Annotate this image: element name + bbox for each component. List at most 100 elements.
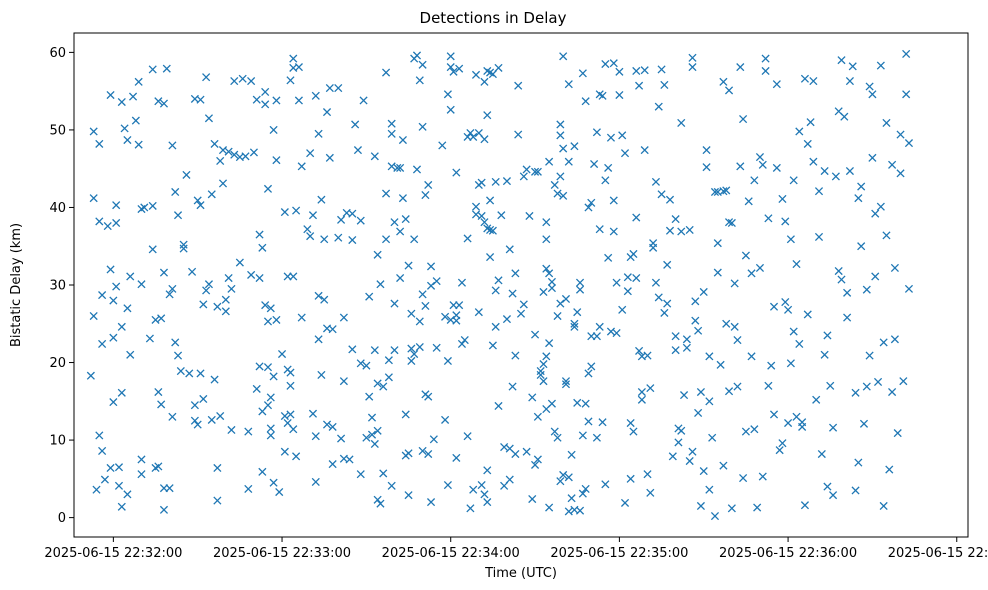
data-point (306, 149, 315, 158)
data-point (339, 377, 348, 386)
data-point (477, 178, 486, 187)
data-point (457, 339, 467, 348)
data-point (564, 473, 573, 482)
data-point (396, 273, 405, 283)
x-tick-label: 2025-06-15 22:34:00 (382, 546, 520, 561)
data-point (196, 369, 205, 378)
data-point (694, 408, 703, 417)
data-point (826, 381, 835, 390)
data-point (297, 162, 306, 171)
data-point (696, 501, 705, 511)
data-point (739, 115, 748, 124)
data-point (772, 163, 781, 172)
data-point (131, 116, 140, 125)
data-point (851, 388, 860, 397)
data-point (649, 239, 658, 248)
data-point (415, 317, 424, 326)
data-point (781, 217, 790, 226)
data-point (109, 333, 118, 342)
data-point (213, 496, 222, 505)
data-point (188, 267, 197, 276)
data-point (154, 462, 163, 471)
data-point (542, 235, 551, 244)
data-point (519, 300, 528, 309)
data-point (280, 208, 289, 217)
data-point (207, 415, 216, 424)
data-point (98, 291, 107, 300)
data-point (289, 272, 298, 281)
data-point (491, 177, 500, 186)
data-point (828, 423, 838, 432)
data-point (705, 397, 714, 406)
data-point (367, 430, 377, 439)
data-point (348, 345, 357, 354)
data-point (545, 339, 554, 348)
data-point (567, 494, 576, 503)
data-point (553, 311, 562, 321)
data-point (137, 280, 146, 289)
x-tick-label: 2025-06-15 22:32:00 (44, 546, 182, 561)
data-point (542, 352, 551, 361)
data-point (199, 394, 208, 404)
data-point (269, 372, 278, 381)
data-point (699, 467, 708, 476)
data-point (612, 278, 621, 287)
data-point (635, 346, 644, 355)
data-point (564, 507, 573, 516)
data-point (244, 427, 253, 436)
y-axis-label: Bistatic Delay (km) (9, 223, 24, 347)
data-point (415, 76, 424, 85)
data-point (106, 90, 115, 100)
data-point (876, 61, 885, 70)
data-point (663, 299, 672, 308)
data-point (320, 295, 329, 304)
data-point (699, 287, 708, 297)
data-point (168, 412, 177, 421)
data-point (117, 388, 126, 397)
data-point (668, 452, 677, 461)
data-point (646, 488, 655, 497)
data-point (95, 139, 104, 148)
data-point (134, 140, 143, 149)
data-point (370, 346, 379, 355)
data-point (722, 186, 731, 195)
data-point (769, 410, 779, 419)
data-point (547, 399, 556, 408)
data-point (854, 458, 863, 467)
data-point (724, 86, 734, 95)
data-point (500, 442, 509, 452)
data-point (286, 76, 295, 85)
data-point (235, 258, 244, 267)
data-point (550, 427, 559, 436)
data-point (356, 359, 365, 368)
data-point (494, 276, 503, 285)
data-point (831, 172, 840, 181)
data-point (736, 63, 745, 72)
data-point (798, 418, 807, 427)
data-point (814, 232, 824, 241)
data-point (896, 130, 905, 139)
y-tick-label: 60 (49, 46, 66, 61)
data-point (266, 304, 275, 313)
data-point (159, 99, 169, 108)
data-point (165, 484, 174, 493)
data-point (255, 230, 264, 239)
data-point (193, 196, 202, 205)
data-point (691, 316, 700, 325)
data-point (314, 291, 323, 300)
data-point (660, 80, 669, 90)
data-point (792, 260, 801, 269)
data-point (845, 166, 854, 176)
data-point (755, 153, 765, 162)
data-point (710, 512, 720, 521)
data-point (486, 196, 495, 205)
data-point (202, 73, 211, 82)
data-point (604, 163, 613, 172)
data-point (466, 504, 475, 513)
data-point (381, 189, 391, 198)
data-point (117, 502, 126, 511)
data-point (286, 368, 295, 377)
data-point (890, 335, 899, 344)
data-point (92, 485, 101, 494)
